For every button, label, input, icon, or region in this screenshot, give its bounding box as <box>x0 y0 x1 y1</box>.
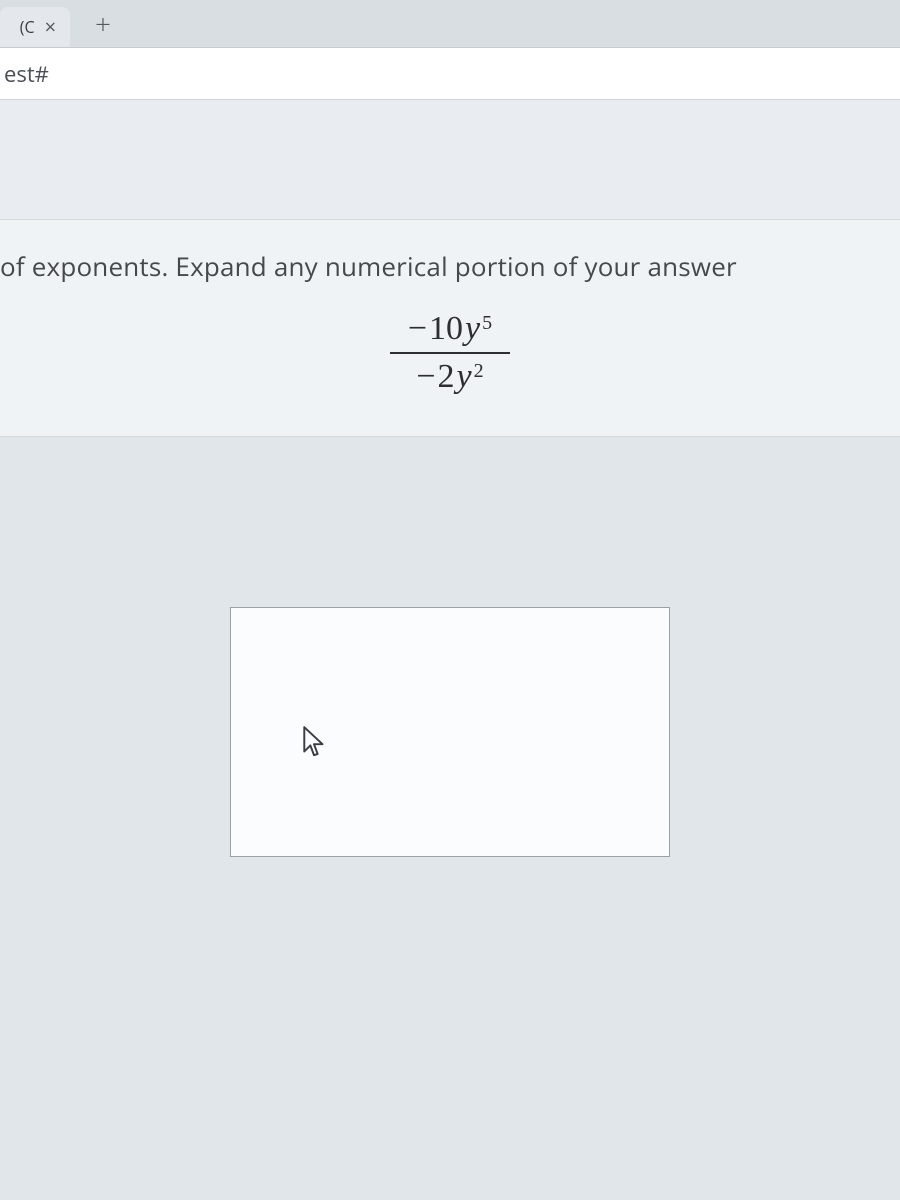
question-prompt: of exponents. Expand any numerical porti… <box>0 248 900 310</box>
new-tab-button[interactable]: + <box>88 5 118 43</box>
den-sign: − <box>416 358 435 396</box>
close-icon[interactable]: × <box>45 17 56 37</box>
fraction-bar <box>390 352 510 354</box>
answer-input[interactable] <box>230 607 670 857</box>
answer-area <box>0 437 900 857</box>
address-bar[interactable]: est# <box>0 48 900 100</box>
den-coef: 2 <box>438 358 455 396</box>
num-exp: 5 <box>482 312 492 335</box>
num-coef: 10 <box>429 310 463 348</box>
tab-title: (C <box>20 16 35 38</box>
den-var: y <box>457 358 472 396</box>
question-panel: of exponents. Expand any numerical porti… <box>0 220 900 437</box>
math-fraction: − 10 y 5 − 2 y 2 <box>370 310 530 396</box>
address-url-fragment: est# <box>4 59 49 89</box>
page-content: of exponents. Expand any numerical porti… <box>0 100 900 1200</box>
fraction-denominator: − 2 y 2 <box>416 358 483 396</box>
browser-tab[interactable]: (C × <box>0 7 70 47</box>
browser-tab-bar: (C × + <box>0 0 900 48</box>
num-var: y <box>465 310 480 348</box>
fraction-numerator: − 10 y 5 <box>408 310 492 348</box>
num-sign: − <box>408 310 427 348</box>
header-spacer <box>0 100 900 220</box>
cursor-icon <box>301 726 327 760</box>
den-exp: 2 <box>474 360 484 383</box>
